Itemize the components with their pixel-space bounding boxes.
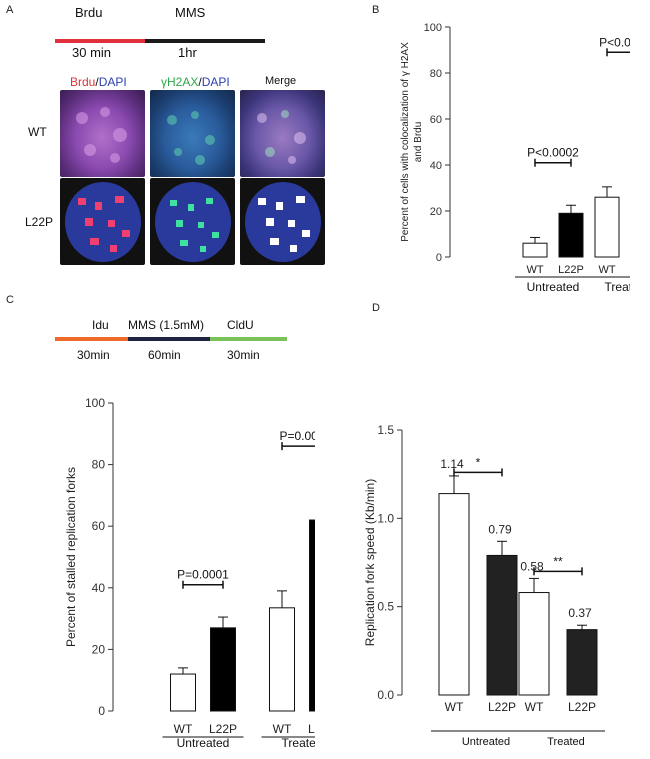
bar — [210, 627, 236, 712]
timeline-a-label-1: Brdu — [75, 5, 103, 20]
x-tick-label: WT — [273, 722, 292, 736]
bar — [558, 212, 584, 258]
y-tick-label: 0 — [436, 252, 442, 264]
timeline-c-bar-2 — [128, 337, 210, 341]
bar — [438, 493, 470, 696]
y-tick-label: 1.0 — [377, 511, 394, 525]
timeline-c-label-3: CldU — [227, 318, 254, 332]
header-merge: Merge — [265, 75, 297, 87]
nucleus-spots-wt — [76, 107, 306, 165]
group-label: Untreated — [462, 736, 510, 748]
header-gh2ax: γH2AX — [161, 75, 199, 89]
header-dapi: DAPI — [201, 75, 230, 89]
nucleus-l22p — [65, 182, 321, 262]
sig-label: ** — [553, 554, 563, 568]
micro-header-1: Brdu/DAPI — [70, 75, 127, 89]
micrograph-spots — [65, 107, 321, 262]
timeline-a-label-2: MMS — [175, 5, 206, 20]
x-tick-label: WT — [525, 700, 544, 714]
micro-header-3: Merge — [265, 75, 296, 87]
micrograph-wt-merge — [240, 90, 325, 177]
timeline-c-bar-3 — [210, 337, 287, 341]
y-tick-label: 1.5 — [377, 423, 394, 437]
timeline-c-duration-2: 60min — [148, 348, 181, 362]
sig-label: P<0.0002 — [527, 146, 579, 160]
y-tick-label: 0.5 — [377, 600, 394, 614]
y-tick-label: 60 — [430, 114, 442, 126]
data-label: 0.79 — [488, 522, 512, 536]
x-tick-label: WT — [526, 264, 543, 276]
group-label: Treated — [605, 280, 630, 294]
sig-label: * — [476, 455, 481, 469]
header-brdu: Brdu — [70, 75, 96, 89]
timeline-a-bar-1 — [55, 39, 145, 43]
timeline-a-duration-2: 1hr — [178, 45, 197, 60]
bar — [566, 629, 598, 696]
timeline-c-duration-1: 30min — [77, 348, 110, 362]
x-tick-label: L22P — [558, 264, 584, 276]
timeline-c-label-1: Idu — [92, 318, 109, 332]
x-tick-label: L22P — [568, 700, 596, 714]
x-tick-label: L22P — [209, 722, 237, 736]
panel-letter-c: C — [6, 294, 14, 306]
group-label: Untreated — [177, 736, 230, 750]
group-label: Treated — [547, 736, 585, 748]
x-tick-label: WT — [598, 264, 615, 276]
data-label: 1.14 — [440, 457, 464, 471]
bar — [518, 592, 550, 696]
data-label: 0.58 — [520, 559, 544, 573]
timeline-a-bar-2 — [145, 39, 265, 43]
bar — [269, 607, 295, 712]
y-axis-label: Replication fork speed (Kb/min) — [363, 479, 377, 646]
panel-letter-b: B — [372, 4, 380, 16]
micro-header-2: γH2AX/DAPI — [161, 75, 230, 89]
sig-label: P=0.0001 — [177, 568, 229, 582]
y-axis-label: Percent of cells with colocalization of … — [400, 42, 424, 242]
y-tick-label: 100 — [85, 396, 105, 410]
timeline-c-duration-3: 30min — [227, 348, 260, 362]
header-slash: / — [95, 75, 99, 89]
micrograph-wt-brdu — [60, 90, 145, 177]
y-tick-label: 80 — [92, 458, 106, 472]
y-tick-label: 80 — [430, 68, 442, 80]
y-tick-label: 100 — [424, 22, 442, 34]
x-tick-label: WT — [445, 700, 464, 714]
chart-d: 0.0 0.5 1.0 1.5 1.14 WT 0.79 L22P 0.58 WT 0.37 L22P… — [363, 423, 605, 748]
panel-letter-d: D — [372, 302, 380, 314]
y-tick-label: 40 — [430, 160, 442, 172]
timeline-a-duration-1: 30 min — [72, 45, 112, 60]
header-slash: / — [198, 75, 202, 89]
y-tick-label: 0.0 — [377, 688, 394, 702]
x-tick-label: L22P — [488, 700, 516, 714]
bar — [170, 673, 196, 712]
chart-c: 020406080100WTL22PWTL22PUntreatedTreated… — [64, 396, 315, 750]
row-label-l22p: L22P — [25, 215, 54, 229]
sig-label: P=0.002 — [279, 429, 315, 443]
bar — [594, 196, 620, 258]
chart-b: 020406080100WTL22PWTL22PUntreatedTreated… — [400, 22, 630, 294]
y-tick-label: 40 — [92, 581, 106, 595]
header-dapi: DAPI — [98, 75, 127, 89]
bar — [522, 242, 548, 258]
group-label: Untreated — [527, 280, 580, 294]
y-tick-label: 60 — [92, 519, 106, 533]
x-tick-label: WT — [174, 722, 193, 736]
bar — [486, 554, 518, 696]
y-tick-label: 0 — [98, 704, 105, 718]
y-tick-label: 20 — [430, 206, 442, 218]
row-label-wt: WT — [28, 125, 47, 139]
data-label: 0.37 — [568, 606, 592, 620]
bar — [309, 519, 315, 712]
group-label: Treated — [282, 736, 315, 750]
micrograph-wt-gh2ax — [150, 90, 235, 177]
sig-label: P<0.0001 — [599, 35, 630, 49]
timeline-c-label-2: MMS (1.5mM) — [128, 318, 204, 332]
y-tick-label: 20 — [92, 642, 106, 656]
panel-letter-a: A — [6, 4, 14, 16]
timeline-c-bar-1 — [55, 337, 128, 341]
x-tick-label: L22P — [308, 722, 315, 736]
y-axis-label: Percent of stalled replication forks — [64, 467, 78, 647]
